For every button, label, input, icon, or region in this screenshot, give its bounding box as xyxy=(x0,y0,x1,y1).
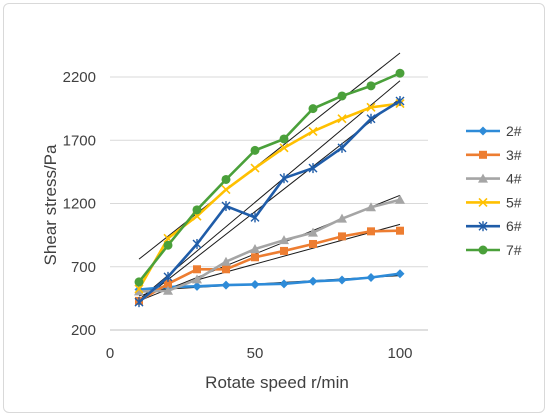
data-point-6 xyxy=(250,212,260,223)
series-line-7 xyxy=(137,72,401,283)
data-point-7 xyxy=(337,91,347,101)
x-axis-title: Rotate speed r/min xyxy=(205,373,349,392)
data-point-4 xyxy=(395,194,405,204)
data-point-3 xyxy=(396,226,404,235)
data-point-2 xyxy=(395,269,405,279)
data-point-4 xyxy=(366,202,376,212)
data-point-5 xyxy=(250,163,260,173)
data-point-5 xyxy=(279,143,289,153)
series-line-3 xyxy=(138,229,401,303)
data-point-3 xyxy=(338,232,346,241)
data-point-6 xyxy=(337,142,347,153)
legend-marker-7 xyxy=(478,245,488,255)
data-point-2 xyxy=(192,281,202,291)
y-tick-label: 2200 xyxy=(63,69,96,86)
data-point-7 xyxy=(250,145,260,155)
x-tick-label: 100 xyxy=(387,345,412,362)
data-point-4 xyxy=(163,285,173,295)
data-point-4 xyxy=(250,244,260,254)
data-point-6 xyxy=(366,113,376,124)
data-point-7 xyxy=(279,134,289,144)
data-point-4 xyxy=(308,227,318,237)
legend-label-3: 3# xyxy=(506,147,522,163)
y-tick-label: 1700 xyxy=(63,132,96,149)
data-point-4 xyxy=(221,256,231,266)
y-tick-label: 700 xyxy=(71,259,96,276)
data-point-4 xyxy=(337,213,347,223)
series-layer xyxy=(134,68,405,308)
data-point-5 xyxy=(308,126,318,136)
data-point-6 xyxy=(134,297,144,308)
data-point-7 xyxy=(134,277,144,287)
data-point-5 xyxy=(134,284,144,294)
data-point-3 xyxy=(309,239,317,248)
legend-label-2: 2# xyxy=(506,123,522,139)
data-point-2 xyxy=(366,273,376,283)
data-point-7 xyxy=(395,68,405,78)
data-point-5 xyxy=(366,102,376,112)
data-point-7 xyxy=(366,81,376,91)
data-point-2 xyxy=(221,280,231,290)
data-point-6 xyxy=(221,201,231,212)
x-tick-label: 0 xyxy=(106,345,114,362)
data-point-2 xyxy=(337,275,347,285)
data-point-6 xyxy=(308,163,318,174)
data-point-4 xyxy=(192,274,202,284)
data-point-3 xyxy=(367,227,375,236)
data-point-3 xyxy=(164,279,172,288)
data-point-3 xyxy=(280,246,288,255)
legend-label-6: 6# xyxy=(506,218,522,234)
data-point-3 xyxy=(222,265,230,274)
series-line-6 xyxy=(138,99,401,304)
axis-layer: 200 700 1200 1700 2200 0 50 100 xyxy=(63,69,428,362)
series-line-2 xyxy=(138,272,401,291)
data-point-2 xyxy=(279,279,289,289)
legend: 2# 3# 4# 5# 6# 7# xyxy=(466,123,522,258)
legend-label-5: 5# xyxy=(506,194,522,210)
chart-frame xyxy=(3,3,545,413)
legend-label-4: 4# xyxy=(506,171,522,187)
legend-marker-6 xyxy=(478,221,488,232)
data-point-2 xyxy=(250,279,260,289)
y-tick-label: 200 xyxy=(71,322,96,339)
data-point-6 xyxy=(395,96,405,107)
data-point-7 xyxy=(221,174,231,184)
data-point-7 xyxy=(192,205,202,215)
data-point-4 xyxy=(134,286,144,296)
data-point-6 xyxy=(279,173,289,184)
legend-marker-3 xyxy=(479,150,487,159)
y-axis-title: Shear stress/Pa xyxy=(41,144,60,265)
trendline-5 xyxy=(138,80,401,301)
y-tick-label: 1200 xyxy=(63,196,96,213)
data-point-5 xyxy=(221,185,231,195)
series-line-4 xyxy=(138,198,401,293)
data-point-3 xyxy=(251,253,259,262)
x-tick-label: 50 xyxy=(247,345,264,362)
data-point-7 xyxy=(308,104,318,114)
data-point-2 xyxy=(308,276,318,286)
data-point-6 xyxy=(163,271,173,282)
legend-marker-2 xyxy=(478,126,488,136)
data-point-5 xyxy=(337,114,347,124)
data-point-6 xyxy=(192,238,202,249)
data-point-7 xyxy=(163,240,173,250)
data-point-4 xyxy=(279,235,289,245)
trendline-7 xyxy=(138,52,401,260)
legend-marker-4 xyxy=(478,173,488,183)
legend-label-7: 7# xyxy=(506,242,522,258)
legend-marker-5 xyxy=(478,197,488,207)
data-point-3 xyxy=(193,265,201,274)
